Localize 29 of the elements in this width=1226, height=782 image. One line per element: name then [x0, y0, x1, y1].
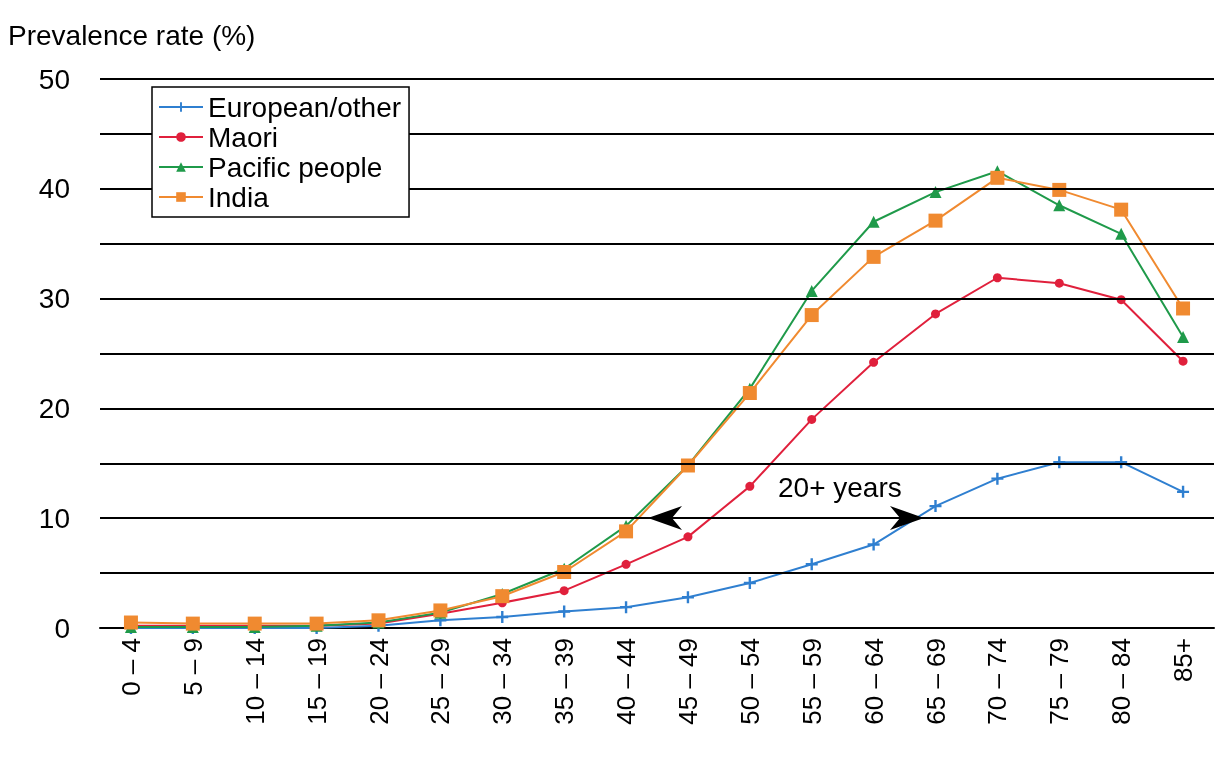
x-tick-label: 40 – 44 — [611, 638, 642, 725]
x-tick-label: 60 – 64 — [858, 638, 889, 725]
x-tick-label: 10 – 14 — [239, 638, 270, 725]
x-tick-label: 55 – 59 — [796, 638, 827, 725]
y-tick-label: 40 — [38, 173, 70, 205]
x-tick-label: 30 – 34 — [487, 638, 518, 725]
x-tick-label: 20 – 24 — [363, 638, 394, 725]
x-tick-label: 70 – 74 — [982, 638, 1013, 725]
y-tick-label: 10 — [38, 502, 70, 534]
annotation: 20+ years — [778, 471, 902, 503]
x-tick-label: 25 – 29 — [425, 638, 456, 725]
y-tick-label: 50 — [38, 63, 70, 95]
x-tick-label: 50 – 54 — [734, 638, 765, 725]
x-tick-label: 45 – 49 — [672, 638, 703, 725]
x-tick-label: 15 – 19 — [301, 638, 332, 725]
x-tick-label: 80 – 84 — [1106, 638, 1137, 725]
y-tick-label: 20 — [38, 392, 70, 424]
x-tick-label: 85+ — [1168, 638, 1199, 683]
x-tick-label: 0 – 4 — [115, 638, 146, 696]
x-tick-label: 5 – 9 — [177, 638, 208, 696]
y-tick-label: 0 — [54, 612, 70, 644]
legend-label: European/other — [208, 91, 402, 123]
x-tick-label: 65 – 69 — [920, 638, 951, 725]
legend-label: India — [208, 181, 270, 213]
y-axis-title: Prevalence rate (%) — [8, 19, 256, 51]
x-tick-label: 35 – 39 — [549, 638, 580, 725]
legend-label: Pacific people — [208, 151, 383, 183]
x-tick-label: 75 – 79 — [1044, 638, 1075, 725]
y-tick-label: 30 — [38, 283, 70, 315]
